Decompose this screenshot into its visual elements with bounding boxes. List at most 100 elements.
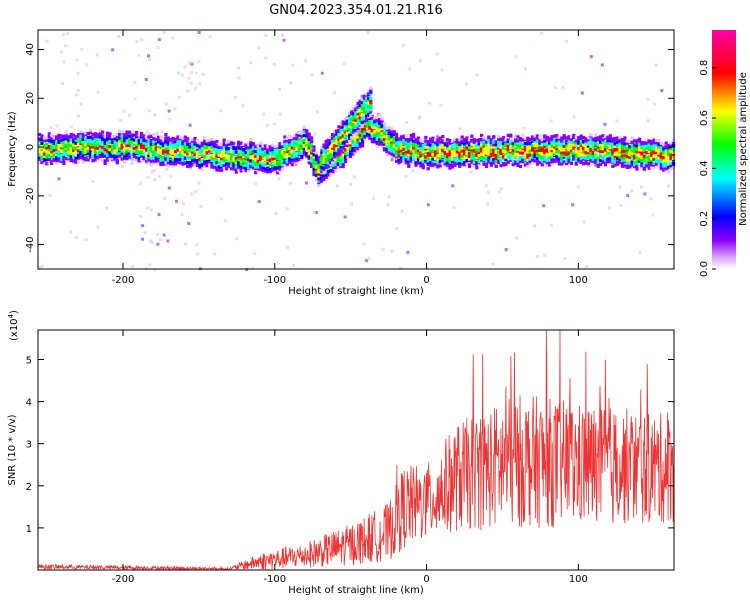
heatmap-cell xyxy=(212,144,217,148)
heatmap-cell xyxy=(373,140,377,144)
heatmap-cell xyxy=(137,133,141,137)
heatmap-cell xyxy=(594,148,598,152)
heatmap-cell xyxy=(426,161,430,165)
heatmap-cell xyxy=(132,149,136,153)
heatmap-cell xyxy=(137,156,141,160)
heatmap-cell xyxy=(557,150,561,154)
heatmap-cell xyxy=(352,114,356,118)
heatmap-cell xyxy=(271,157,275,161)
heatmap-cell xyxy=(433,146,438,150)
heatmap-cell xyxy=(331,154,335,158)
heatmap-cell xyxy=(584,155,588,159)
heatmap-cell xyxy=(640,155,644,160)
heatmap-cell xyxy=(285,162,289,166)
heatmap-cell xyxy=(283,135,287,139)
heatmap-cell xyxy=(74,146,78,150)
heatmap-cell xyxy=(157,140,161,144)
heatmap-cell xyxy=(81,147,85,151)
heatmap-cell xyxy=(569,153,574,157)
heatmap-cell xyxy=(280,163,285,167)
heatmap-cell xyxy=(324,139,328,143)
heatmap-cell xyxy=(259,150,263,154)
heatmap-cell xyxy=(278,159,282,163)
heatmap-cell xyxy=(188,160,192,165)
heatmap-cell xyxy=(369,90,373,94)
heatmap-cell xyxy=(543,159,547,163)
heatmap-cell xyxy=(113,157,117,161)
heatmap-cell xyxy=(273,144,277,149)
heatmap-cell xyxy=(93,137,98,141)
heatmap-speckle xyxy=(165,167,169,171)
heatmap-cell xyxy=(586,162,591,166)
heatmap-cell xyxy=(86,149,90,153)
heatmap-cell xyxy=(186,164,190,169)
heatmap-speckle xyxy=(600,63,604,67)
heatmap-cell xyxy=(76,136,81,140)
heatmap-cell xyxy=(618,161,622,165)
heatmap-cell xyxy=(348,130,352,134)
heatmap-cell xyxy=(492,157,496,161)
heatmap-cell xyxy=(421,139,425,144)
heatmap-cell xyxy=(115,148,119,152)
heatmap-cell xyxy=(176,141,180,145)
heatmap-cell xyxy=(596,154,600,158)
heatmap-cell xyxy=(157,145,161,149)
heatmap-cell xyxy=(154,133,158,137)
heatmap-cell xyxy=(72,133,76,137)
heatmap-cell xyxy=(352,119,356,123)
heatmap-cell xyxy=(416,158,421,162)
heatmap-cell xyxy=(125,136,129,140)
heatmap-cell xyxy=(132,158,136,162)
heatmap-cell xyxy=(310,151,314,155)
heatmap-cell xyxy=(130,161,134,165)
heatmap-cell xyxy=(625,141,629,145)
heatmap-cell xyxy=(118,154,122,158)
heatmap-cell xyxy=(96,133,100,137)
heatmap-cell xyxy=(55,154,59,158)
heatmap-cell xyxy=(567,160,571,164)
heatmap-cell xyxy=(352,124,356,128)
heatmap-cell xyxy=(205,142,209,146)
heatmap-cell xyxy=(234,150,238,154)
heatmap-cell xyxy=(288,147,292,151)
heatmap-cell xyxy=(628,145,632,149)
heatmap-cell xyxy=(443,162,447,166)
heatmap-cell xyxy=(322,175,326,180)
heatmap-cell xyxy=(328,135,332,139)
heatmap-cell xyxy=(521,151,525,155)
heatmap-cell xyxy=(550,160,554,164)
heatmap-cell xyxy=(516,163,520,167)
heatmap-cell xyxy=(412,157,416,161)
heatmap-cell xyxy=(669,141,673,145)
heatmap-cell xyxy=(276,151,280,155)
heatmap-cell xyxy=(399,135,404,139)
heatmap-cell xyxy=(295,156,299,160)
heatmap-cell xyxy=(650,158,654,162)
heatmap-speckle xyxy=(440,68,444,72)
heatmap-cell xyxy=(331,142,335,146)
heatmap-cell xyxy=(273,160,277,164)
heatmap-cell xyxy=(487,156,491,160)
heatmap-cell xyxy=(416,136,421,140)
heatmap-cell xyxy=(234,162,238,166)
heatmap-cell xyxy=(55,150,59,154)
heatmap-speckle xyxy=(272,62,276,66)
heatmap-speckle xyxy=(619,204,623,207)
heatmap-cell xyxy=(110,140,115,144)
heatmap-cell xyxy=(103,154,107,158)
heatmap-cell xyxy=(397,140,401,144)
heatmap-cell xyxy=(375,119,379,123)
heatmap-cell xyxy=(174,146,178,150)
heatmap-cell xyxy=(421,159,425,163)
heatmap-cell xyxy=(367,97,371,101)
heatmap-cell xyxy=(397,154,401,158)
heatmap-cell xyxy=(45,138,49,142)
heatmap-cell xyxy=(314,154,319,159)
heatmap-cell xyxy=(326,153,330,157)
heatmap-cell xyxy=(669,144,673,148)
heatmap-cell xyxy=(50,161,54,165)
heatmap-cell xyxy=(560,139,564,143)
heatmap-cell xyxy=(157,162,161,166)
heatmap-cell xyxy=(237,143,241,147)
heatmap-cell xyxy=(362,96,366,100)
